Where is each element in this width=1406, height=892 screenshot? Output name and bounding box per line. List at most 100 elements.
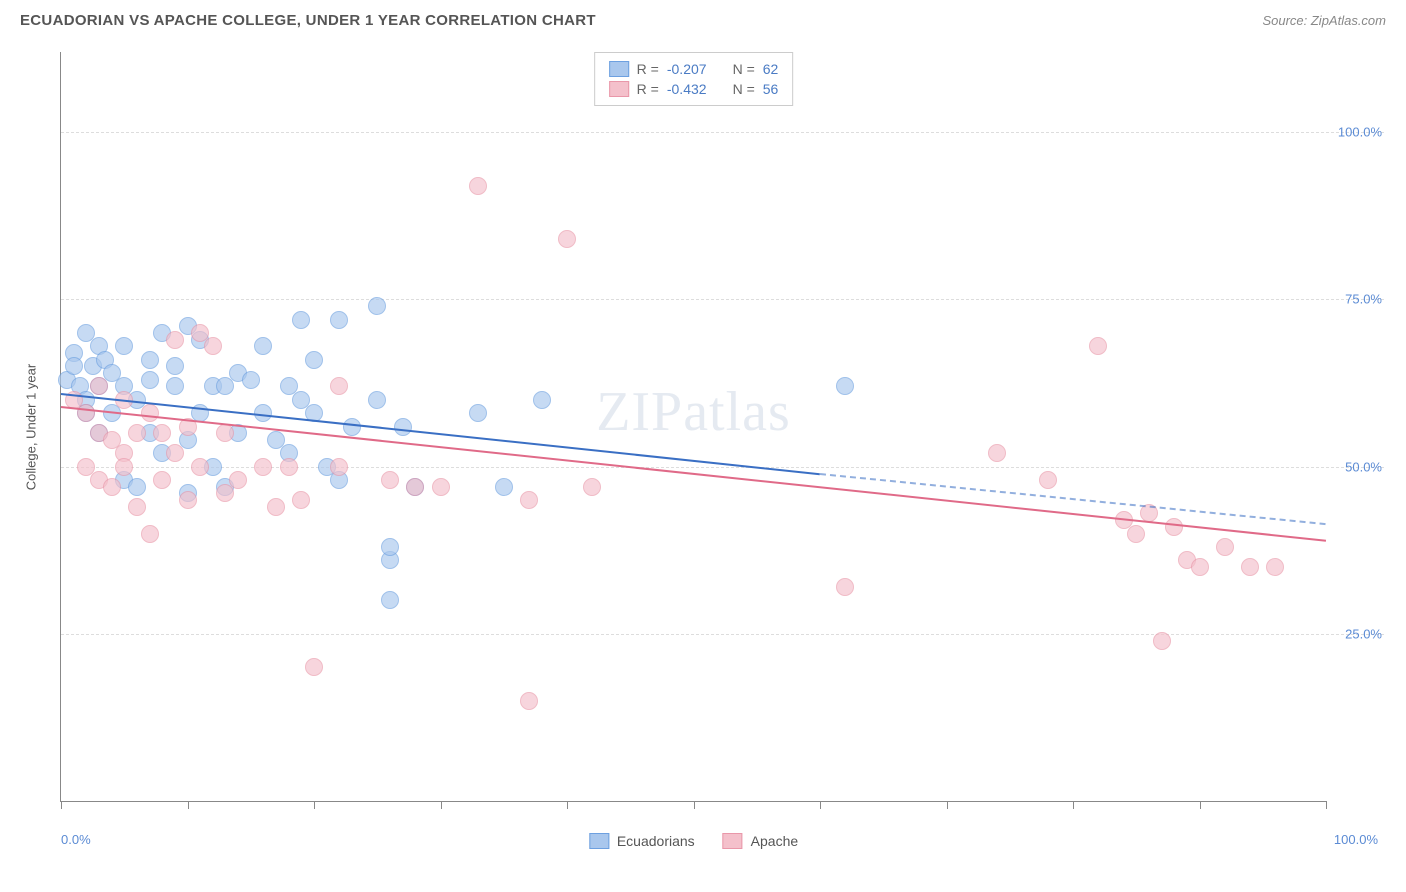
data-point xyxy=(166,377,184,395)
data-point xyxy=(128,498,146,516)
data-point xyxy=(141,525,159,543)
gridline xyxy=(61,299,1384,300)
data-point xyxy=(128,424,146,442)
stats-legend: R =-0.207N =62R =-0.432N =56 xyxy=(594,52,794,106)
x-axis-min-label: 0.0% xyxy=(61,832,91,847)
chart-title: ECUADORIAN VS APACHE COLLEGE, UNDER 1 YE… xyxy=(20,12,596,29)
n-label: N = xyxy=(733,81,755,97)
data-point xyxy=(267,498,285,516)
legend-swatch xyxy=(589,833,609,849)
data-point xyxy=(1153,632,1171,650)
data-point xyxy=(330,311,348,329)
y-tick-label: 100.0% xyxy=(1338,125,1382,140)
data-point xyxy=(204,337,222,355)
data-point xyxy=(153,471,171,489)
data-point xyxy=(558,230,576,248)
x-axis-max-label: 100.0% xyxy=(1334,832,1378,847)
series-legend-item: Apache xyxy=(723,833,798,849)
data-point xyxy=(216,424,234,442)
data-point xyxy=(1089,337,1107,355)
data-point xyxy=(1165,518,1183,536)
x-tick xyxy=(1073,801,1074,809)
r-label: R = xyxy=(637,81,659,97)
x-tick xyxy=(820,801,821,809)
series-legend: Ecuadorians Apache xyxy=(589,833,798,849)
data-point xyxy=(166,331,184,349)
data-point xyxy=(166,444,184,462)
data-point xyxy=(533,391,551,409)
x-tick xyxy=(567,801,568,809)
data-point xyxy=(292,311,310,329)
data-point xyxy=(1127,525,1145,543)
watermark: ZIPatlas xyxy=(596,380,791,444)
n-value: 62 xyxy=(763,61,779,77)
r-value: -0.432 xyxy=(667,81,707,97)
data-point xyxy=(381,538,399,556)
series-name: Ecuadorians xyxy=(617,833,695,849)
data-point xyxy=(368,391,386,409)
data-point xyxy=(583,478,601,496)
data-point xyxy=(988,444,1006,462)
data-point xyxy=(469,177,487,195)
legend-swatch xyxy=(723,833,743,849)
x-tick xyxy=(188,801,189,809)
x-tick xyxy=(441,801,442,809)
data-point xyxy=(836,578,854,596)
data-point xyxy=(179,491,197,509)
data-point xyxy=(229,471,247,489)
legend-swatch xyxy=(609,61,629,77)
source-attribution: Source: ZipAtlas.com xyxy=(1262,13,1386,28)
data-point xyxy=(254,458,272,476)
data-point xyxy=(330,377,348,395)
data-point xyxy=(368,297,386,315)
data-point xyxy=(520,491,538,509)
x-tick xyxy=(61,801,62,809)
data-point xyxy=(381,471,399,489)
gridline xyxy=(61,132,1384,133)
data-point xyxy=(469,404,487,422)
data-point xyxy=(77,404,95,422)
y-tick-label: 50.0% xyxy=(1345,459,1382,474)
data-point xyxy=(495,478,513,496)
data-point xyxy=(292,491,310,509)
series-name: Apache xyxy=(751,833,798,849)
n-label: N = xyxy=(733,61,755,77)
data-point xyxy=(153,424,171,442)
data-point xyxy=(141,371,159,389)
y-tick-label: 25.0% xyxy=(1345,626,1382,641)
data-point xyxy=(280,458,298,476)
data-point xyxy=(141,404,159,422)
r-label: R = xyxy=(637,61,659,77)
data-point xyxy=(520,692,538,710)
data-point xyxy=(115,337,133,355)
chart-container: College, Under 1 year ZIPatlas 0.0% 100.… xyxy=(48,52,1386,832)
x-tick xyxy=(694,801,695,809)
stats-legend-row: R = -0.207 N = 62 xyxy=(609,59,779,79)
data-point xyxy=(90,377,108,395)
trend-line xyxy=(61,393,820,475)
data-point xyxy=(305,351,323,369)
data-point xyxy=(166,357,184,375)
data-point xyxy=(836,377,854,395)
data-point xyxy=(191,458,209,476)
data-point xyxy=(65,357,83,375)
data-point xyxy=(1216,538,1234,556)
plot-area: College, Under 1 year ZIPatlas 0.0% 100.… xyxy=(60,52,1326,802)
data-point xyxy=(394,418,412,436)
data-point xyxy=(1266,558,1284,576)
x-tick xyxy=(314,801,315,809)
data-point xyxy=(406,478,424,496)
stats-legend-row: R =-0.432N =56 xyxy=(609,79,779,99)
y-tick-label: 75.0% xyxy=(1345,292,1382,307)
data-point xyxy=(242,371,260,389)
x-tick xyxy=(1326,801,1327,809)
data-point xyxy=(115,458,133,476)
data-point xyxy=(432,478,450,496)
data-point xyxy=(305,658,323,676)
trend-line xyxy=(61,406,1326,542)
data-point xyxy=(1241,558,1259,576)
r-value: -0.207 xyxy=(667,61,707,77)
data-point xyxy=(128,478,146,496)
x-tick xyxy=(947,801,948,809)
x-tick xyxy=(1200,801,1201,809)
